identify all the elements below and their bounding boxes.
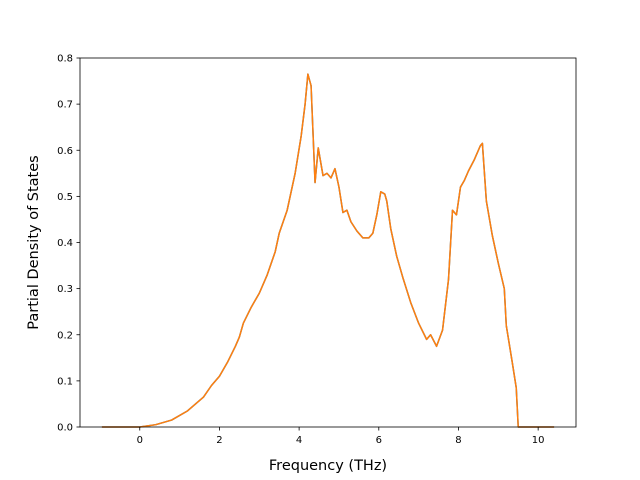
y-tick-label: 0.3 bbox=[57, 284, 73, 295]
series-layer bbox=[101, 73, 555, 428]
y-tick-label: 0.1 bbox=[57, 376, 73, 387]
y-tick-label: 0.8 bbox=[57, 54, 73, 65]
y-tick-label: 0.6 bbox=[57, 146, 73, 157]
y-tick-label: 0.5 bbox=[57, 192, 73, 203]
y-axis-label: Partial Density of States bbox=[26, 155, 42, 329]
y-tick-label: 0.0 bbox=[57, 423, 73, 434]
y-axis-ticks: 0.0 0.1 0.2 0.3 0.4 0.5 0.6 0.7 0.8 bbox=[57, 54, 80, 434]
x-tick-label: 8 bbox=[455, 435, 461, 446]
series-line-2 bbox=[101, 73, 555, 428]
x-tick-label: 6 bbox=[376, 435, 382, 446]
y-tick-label: 0.7 bbox=[57, 100, 73, 111]
y-tick-label: 0.2 bbox=[57, 330, 73, 341]
y-tick-label: 0.4 bbox=[57, 238, 73, 249]
x-tick-label: 4 bbox=[296, 435, 302, 446]
x-tick-label: 0 bbox=[137, 435, 143, 446]
x-axis-label: Frequency (THz) bbox=[269, 458, 387, 474]
x-axis-ticks: 0 2 4 6 8 10 bbox=[137, 427, 545, 446]
x-tick-label: 10 bbox=[532, 435, 545, 446]
x-tick-label: 2 bbox=[216, 435, 222, 446]
